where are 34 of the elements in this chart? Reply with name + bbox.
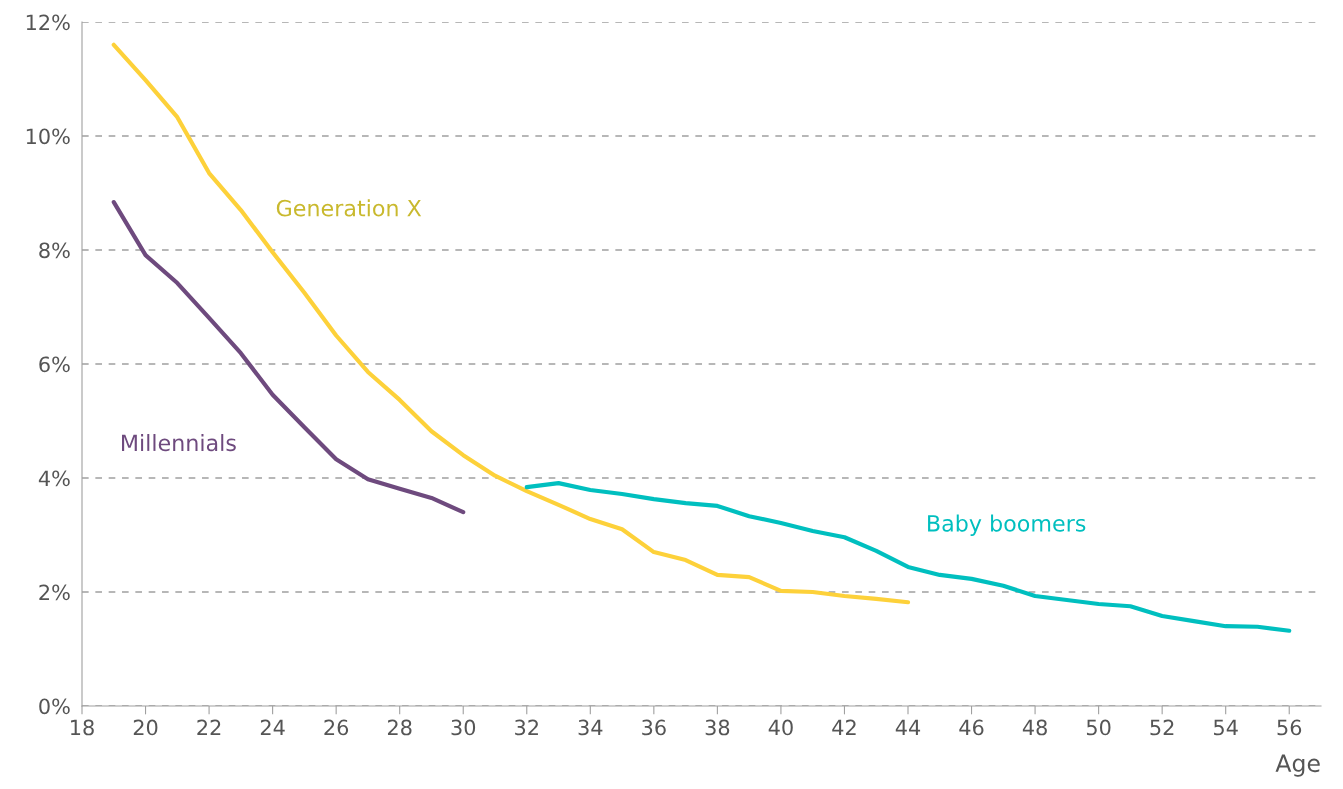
x-tick-label: 40 [768, 719, 793, 736]
x-tick-label: 34 [578, 719, 603, 736]
x-tick-label: 44 [895, 719, 921, 736]
x-tick-label: 36 [642, 719, 666, 736]
x-axis-title: Age [1275, 754, 1320, 777]
y-tick-label: 0% [39, 698, 70, 715]
x-tick-label: 32 [515, 719, 538, 736]
x-tick-label: 52 [1150, 719, 1174, 736]
y-tick-label: 6% [39, 356, 70, 373]
x-tick-label: 24 [260, 719, 285, 736]
x-tick-label: 30 [451, 719, 476, 736]
x-tick-label: 54 [1214, 719, 1238, 736]
y-tick-label: 2% [39, 584, 70, 601]
x-tick-label: 46 [959, 719, 984, 736]
x-tick-label: 38 [705, 719, 730, 736]
line-series [524, 481, 1292, 633]
x-tick-label: 48 [1022, 719, 1047, 736]
x-tick-label: 26 [324, 719, 349, 736]
text: Millennials [122, 434, 236, 452]
line-series [111, 200, 466, 515]
x-tick-label: 20 [133, 719, 158, 736]
series-label: Generation X [276, 199, 422, 217]
x-tick-label: 22 [197, 719, 221, 736]
x-tick-label: 28 [387, 719, 412, 736]
line-series [111, 42, 911, 605]
x-tick-label: 18 [71, 719, 94, 736]
x-tick-label: 56 [1277, 719, 1302, 736]
y-tick-label: 12% [26, 14, 70, 31]
x-tick-label: 50 [1086, 719, 1111, 736]
x-tick-label: 42 [832, 719, 856, 736]
y-tick-label: 10% [26, 128, 70, 145]
series-label: Baby boomers [928, 514, 1086, 537]
y-tick-label: 4% [38, 470, 70, 487]
y-tick-label: 8% [39, 242, 70, 259]
